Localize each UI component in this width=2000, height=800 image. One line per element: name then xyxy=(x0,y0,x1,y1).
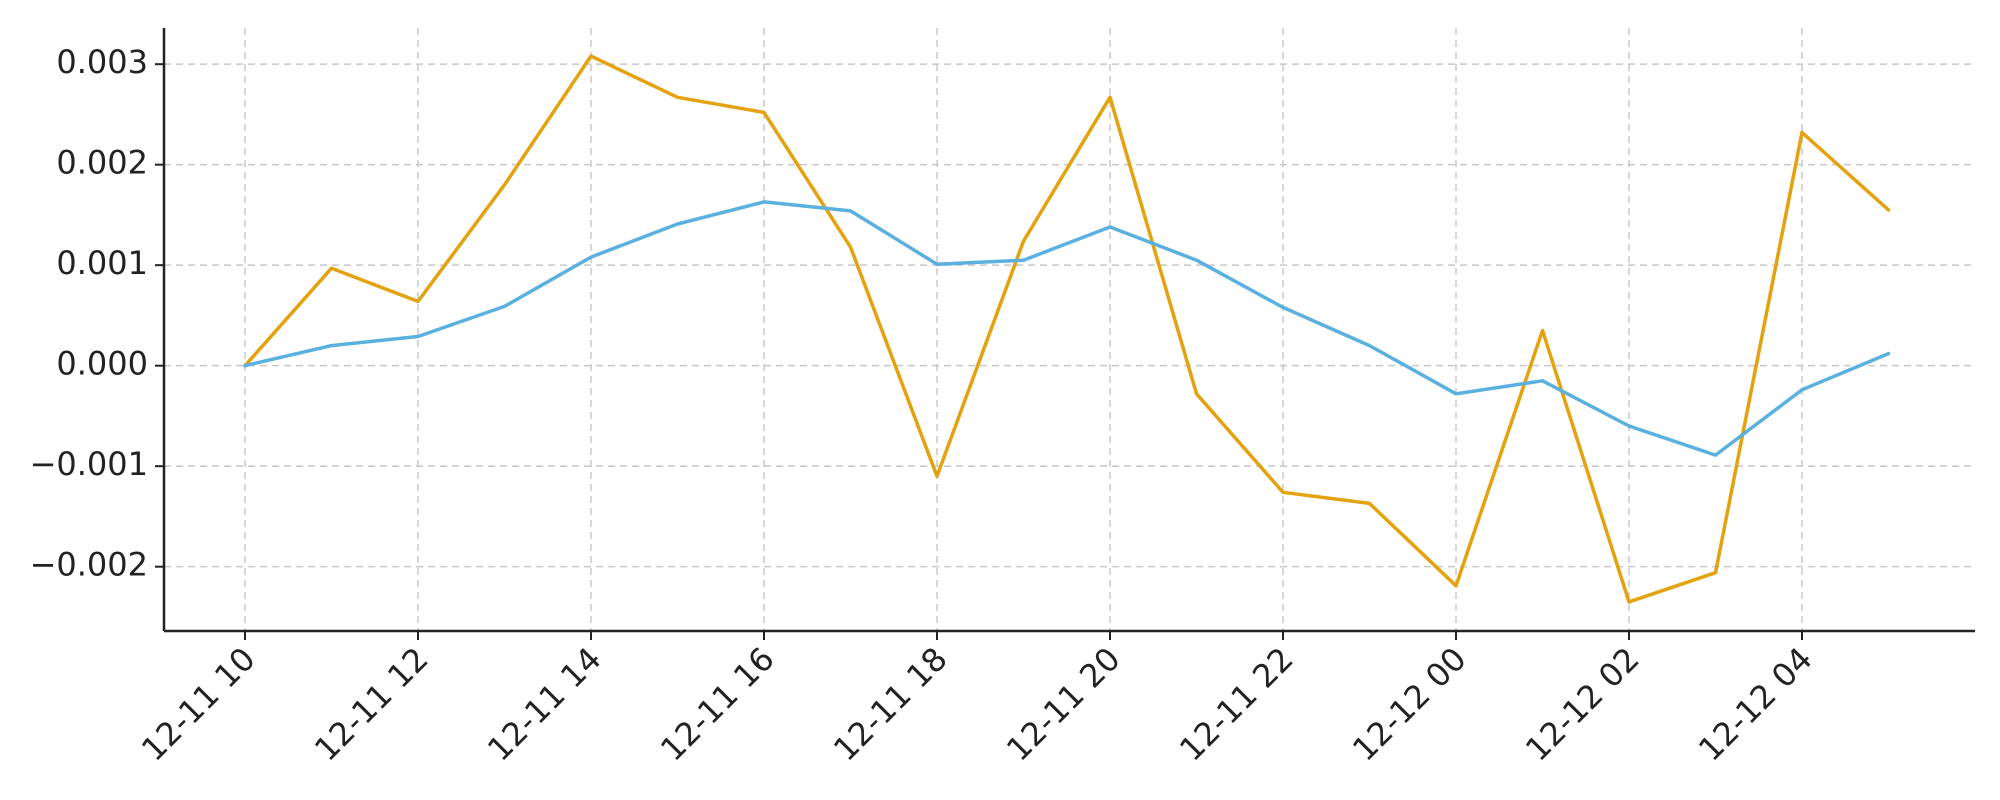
x-tick-label: 12-11 20 xyxy=(999,640,1128,769)
y-tick-label: 0.000 xyxy=(56,345,148,383)
x-tick-label: 12-12 04 xyxy=(1691,640,1820,769)
series xyxy=(243,54,1891,604)
x-tick-label: 12-12 02 xyxy=(1518,640,1647,769)
series-line-1 xyxy=(243,54,1891,604)
y-tick-label: −0.002 xyxy=(30,546,148,584)
y-tick-label: 0.002 xyxy=(56,144,148,182)
x-tick-label: 12-12 00 xyxy=(1345,640,1474,769)
x-tick-label: 12-11 22 xyxy=(1172,640,1301,769)
x-tick-label: 12-11 12 xyxy=(307,640,436,769)
series-line-2 xyxy=(243,200,1891,457)
y-tick-label: −0.001 xyxy=(30,445,148,483)
y-tick-label: 0.001 xyxy=(56,244,148,282)
y-tick-label: 0.003 xyxy=(56,43,148,81)
x-tick-label: 12-11 14 xyxy=(480,640,609,769)
x-tick-label: 12-11 18 xyxy=(826,640,955,769)
x-tick-label: 12-11 16 xyxy=(653,640,782,769)
axes xyxy=(155,28,1975,640)
x-tick-label: 12-11 10 xyxy=(134,640,263,769)
tick-labels: 12-11 10 12-11 12 12-11 14 12-11 16 12-11 18… xyxy=(30,43,1820,768)
